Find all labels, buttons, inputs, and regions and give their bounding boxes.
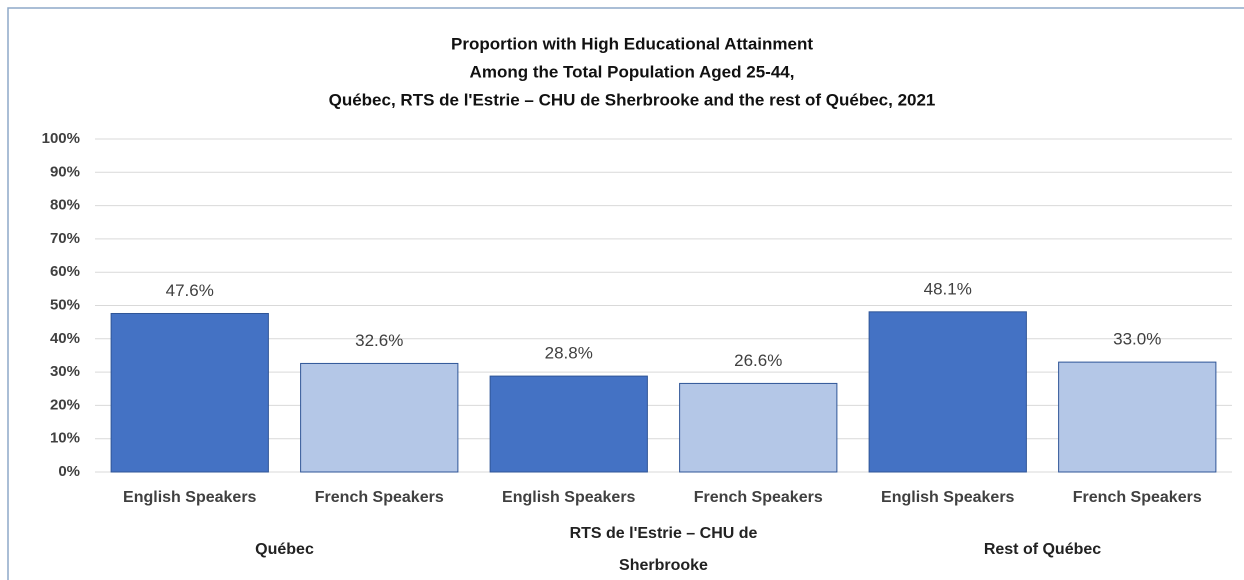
chart-title: Proportion with High Educational Attainm… — [451, 34, 813, 53]
group-label: Rest of Québec — [983, 541, 1102, 558]
value-label: 47.6% — [166, 281, 214, 300]
value-label: 33.0% — [1113, 330, 1161, 349]
x-tick-label: English Speakers — [881, 489, 1014, 506]
group-label: RTS de l'Estrie – CHU de Sherbrooke — [569, 525, 758, 574]
y-tick-label: 80% — [50, 197, 80, 214]
bar — [110, 312, 269, 473]
y-tick-label: 20% — [50, 396, 80, 413]
bar — [300, 362, 459, 473]
bar — [1058, 361, 1217, 473]
bar — [489, 375, 648, 473]
bar — [868, 311, 1027, 473]
x-tick-label: English Speakers — [123, 489, 256, 506]
x-tick-label: French Speakers — [694, 489, 823, 506]
group-label: Québec — [255, 541, 314, 558]
y-tick-label: 50% — [50, 296, 80, 313]
chart-title: Among the Total Population Aged 25-44, — [470, 62, 795, 81]
x-tick-label: French Speakers — [315, 489, 444, 506]
chart-border — [7, 7, 1244, 580]
value-label: 32.6% — [355, 331, 403, 350]
y-tick-label: 10% — [50, 430, 80, 447]
y-tick-label: 90% — [50, 163, 80, 180]
value-label: 48.1% — [924, 279, 972, 298]
value-label: 28.8% — [545, 344, 593, 363]
value-label: 26.6% — [734, 351, 782, 370]
y-tick-label: 40% — [50, 330, 80, 347]
chart-title: Québec, RTS de l'Estrie – CHU de Sherbro… — [329, 90, 936, 109]
y-tick-label: 30% — [50, 363, 80, 380]
x-tick-label: English Speakers — [502, 489, 635, 506]
x-tick-label: French Speakers — [1073, 489, 1202, 506]
y-tick-label: 70% — [50, 230, 80, 247]
bar — [679, 382, 838, 473]
y-tick-label: 0% — [58, 463, 80, 480]
y-tick-label: 60% — [50, 263, 80, 280]
y-tick-label: 100% — [42, 130, 80, 147]
